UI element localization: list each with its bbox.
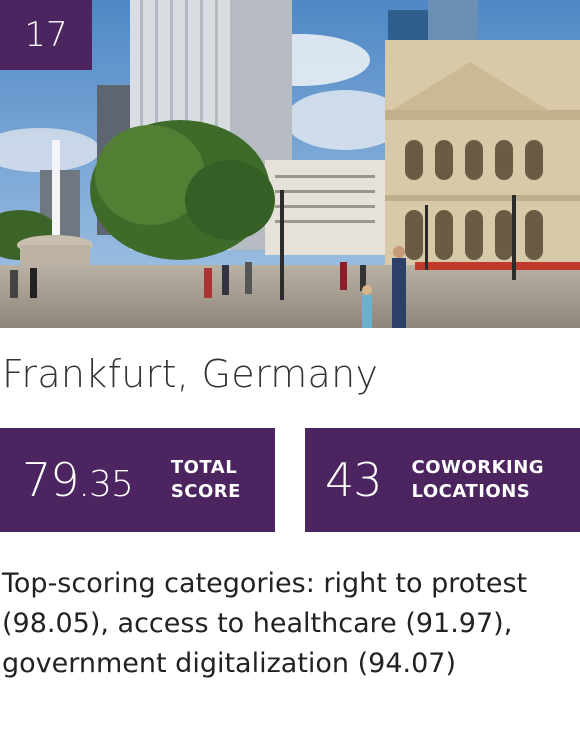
coworking-count: 43 xyxy=(325,453,383,507)
total-score-value: 79.35 xyxy=(22,453,134,507)
total-score-decimals: .35 xyxy=(78,464,134,505)
total-score-label: TOTAL SCORE xyxy=(171,456,241,504)
total-score-label-line2: SCORE xyxy=(170,481,241,502)
coworking-label-line1: COWORKING xyxy=(411,457,545,478)
total-score-label-line1: TOTAL xyxy=(170,457,238,478)
total-score-box: 79.35 TOTAL SCORE xyxy=(0,428,275,532)
top-categories-text: Top-scoring categories: right to protest… xyxy=(2,568,528,679)
total-score-whole: 79 xyxy=(22,453,80,507)
rank-badge: 17 xyxy=(0,0,92,70)
frankfurt-square-illustration xyxy=(0,0,580,328)
rank-number: 17 xyxy=(24,15,68,55)
coworking-label: COWORKING LOCATIONS xyxy=(412,456,545,504)
coworking-label-line2: LOCATIONS xyxy=(411,481,531,502)
city-photo xyxy=(0,0,580,328)
coworking-locations-box: 43 COWORKING LOCATIONS xyxy=(305,428,580,532)
city-title: Frankfurt, Germany xyxy=(2,352,379,396)
